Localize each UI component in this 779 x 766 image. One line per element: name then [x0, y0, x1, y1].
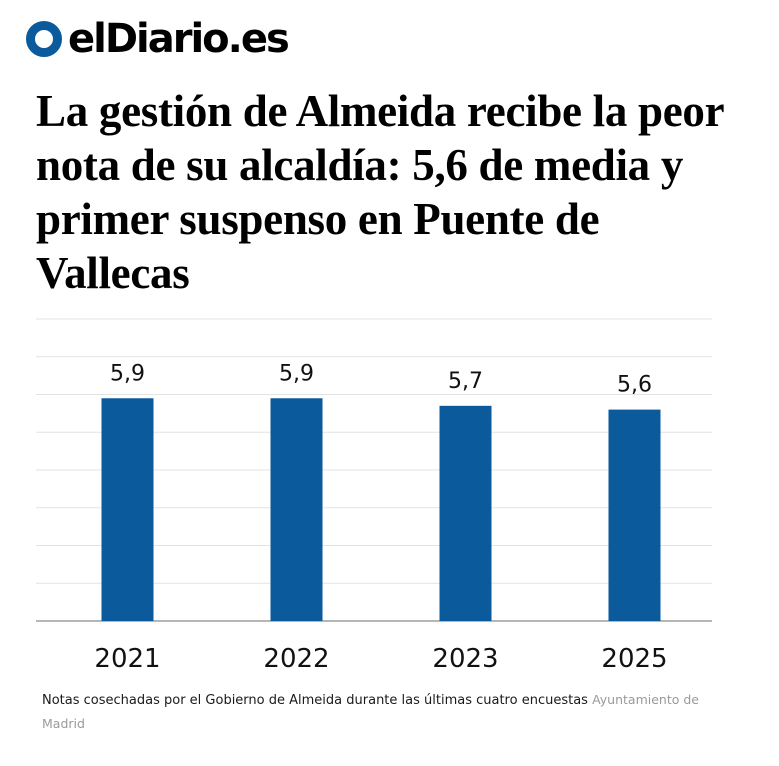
chart-caption: Notas cosechadas por el Gobierno de Alme… [42, 688, 732, 736]
logo-text: elDiario.es [68, 16, 290, 62]
x-tick-label: 2022 [263, 644, 329, 674]
bar [101, 398, 154, 621]
caption-text: Notas cosechadas por el Gobierno de Alme… [42, 693, 588, 708]
x-tick-label: 2021 [94, 644, 160, 674]
bar [270, 398, 323, 621]
bar [608, 409, 661, 621]
logo-mark-icon [26, 21, 62, 57]
article-headline: La gestión de Almeida recibe la peor not… [36, 86, 724, 298]
x-tick-label: 2023 [432, 644, 498, 674]
data-label: 5,9 [110, 361, 145, 386]
bar [439, 405, 492, 621]
photo-credit: Ayuntamiento de Madrid [42, 692, 699, 731]
bar-chart: 5,9 2021 5,9 2022 5,7 2023 5,6 2025 [0, 300, 779, 680]
site-logo[interactable]: elDiario.es [24, 14, 290, 64]
data-label: 5,9 [279, 361, 314, 386]
x-tick-label: 2025 [601, 644, 667, 674]
data-label: 5,6 [617, 373, 652, 398]
chart-svg: 5,9 2021 5,9 2022 5,7 2023 5,6 2025 [36, 318, 712, 674]
data-label: 5,7 [448, 369, 483, 394]
